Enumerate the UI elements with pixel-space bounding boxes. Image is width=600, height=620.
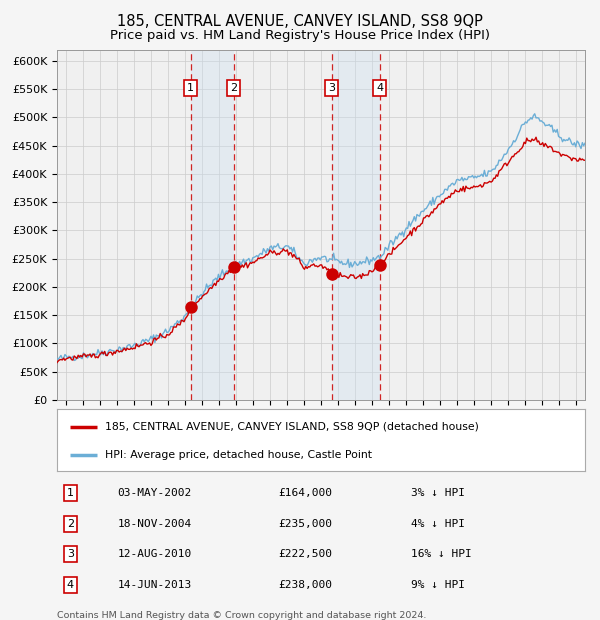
Text: 3% ↓ HPI: 3% ↓ HPI xyxy=(411,489,465,498)
Text: 1: 1 xyxy=(67,489,74,498)
Text: £238,000: £238,000 xyxy=(279,580,333,590)
Text: 2: 2 xyxy=(230,83,238,93)
Text: Price paid vs. HM Land Registry's House Price Index (HPI): Price paid vs. HM Land Registry's House … xyxy=(110,29,490,42)
Text: 4% ↓ HPI: 4% ↓ HPI xyxy=(411,519,465,529)
Text: 12-AUG-2010: 12-AUG-2010 xyxy=(118,549,192,559)
Bar xyxy=(191,50,234,400)
Text: Contains HM Land Registry data © Crown copyright and database right 2024.: Contains HM Land Registry data © Crown c… xyxy=(57,611,427,620)
Text: 16% ↓ HPI: 16% ↓ HPI xyxy=(411,549,472,559)
Text: £235,000: £235,000 xyxy=(279,519,333,529)
Text: £164,000: £164,000 xyxy=(279,489,333,498)
Text: 185, CENTRAL AVENUE, CANVEY ISLAND, SS8 9QP: 185, CENTRAL AVENUE, CANVEY ISLAND, SS8 … xyxy=(117,14,483,29)
Text: 9% ↓ HPI: 9% ↓ HPI xyxy=(411,580,465,590)
Text: 2: 2 xyxy=(67,519,74,529)
Bar xyxy=(332,50,380,400)
Text: 03-MAY-2002: 03-MAY-2002 xyxy=(118,489,192,498)
Text: 3: 3 xyxy=(328,83,335,93)
Text: 4: 4 xyxy=(67,580,74,590)
Text: 14-JUN-2013: 14-JUN-2013 xyxy=(118,580,192,590)
Text: £222,500: £222,500 xyxy=(279,549,333,559)
Text: 1: 1 xyxy=(187,83,194,93)
Text: 185, CENTRAL AVENUE, CANVEY ISLAND, SS8 9QP (detached house): 185, CENTRAL AVENUE, CANVEY ISLAND, SS8 … xyxy=(104,422,478,432)
Text: 4: 4 xyxy=(376,83,383,93)
Text: 3: 3 xyxy=(67,549,74,559)
Text: HPI: Average price, detached house, Castle Point: HPI: Average price, detached house, Cast… xyxy=(104,450,371,460)
Text: 18-NOV-2004: 18-NOV-2004 xyxy=(118,519,192,529)
